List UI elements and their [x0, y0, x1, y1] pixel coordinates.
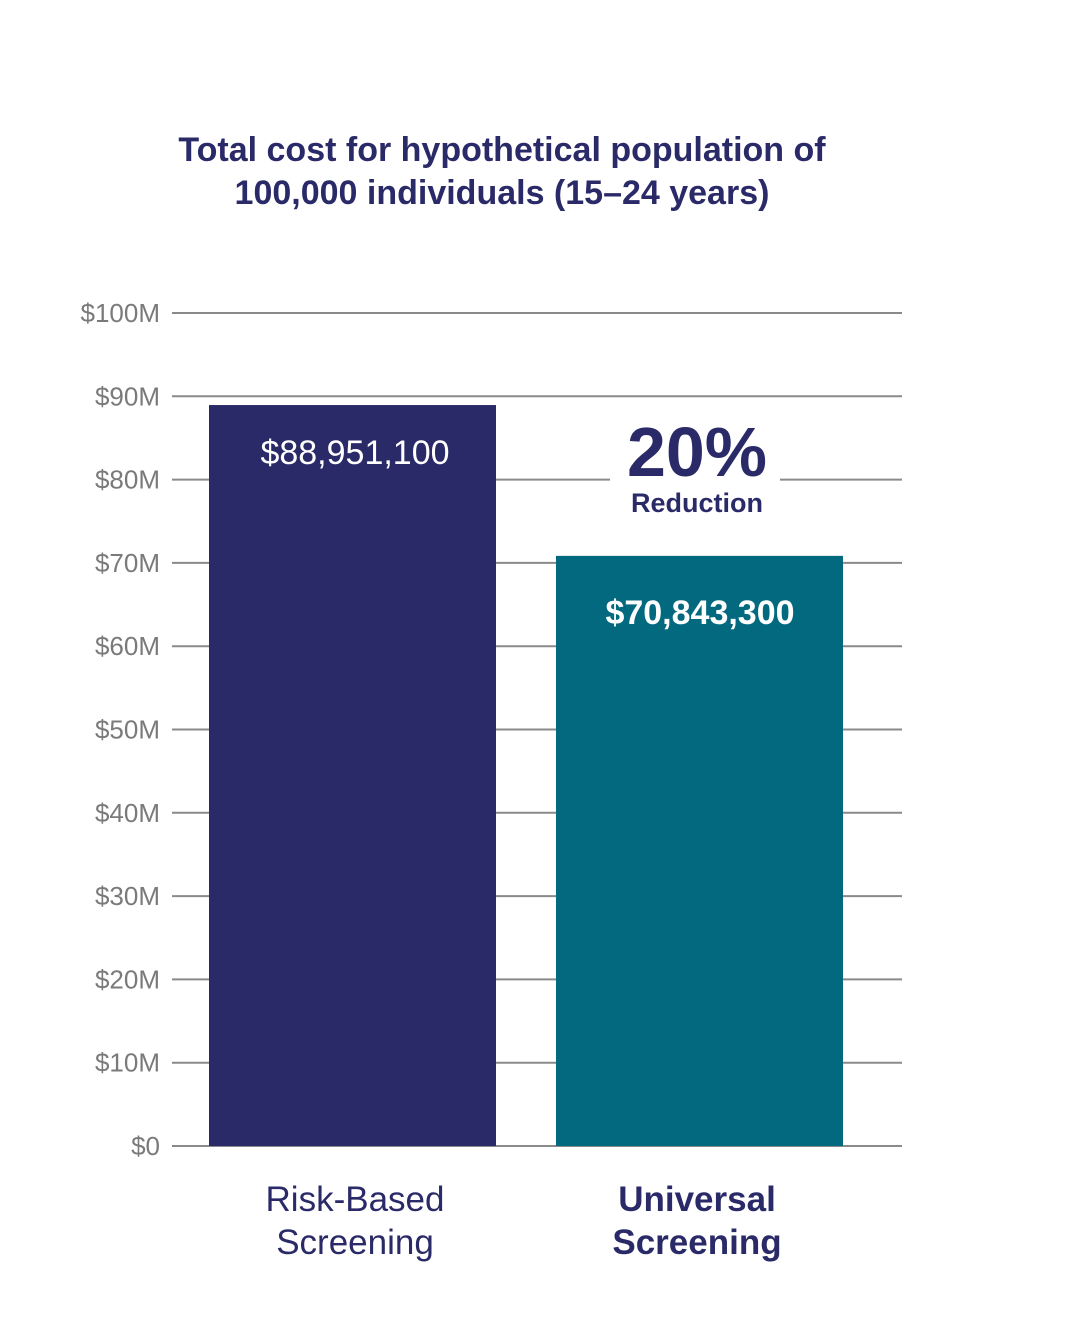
y-tick-label: $0 [131, 1131, 160, 1161]
y-tick-label: $30M [95, 881, 160, 911]
y-axis-ticks: $0 $10M $20M $30M $40M $50M $60M $70M $80M $90M $1… [81, 298, 161, 1161]
category-label-risk-based-line-1: Risk-Based [266, 1180, 445, 1219]
category-label-risk-based-line-2: Screening [276, 1223, 434, 1262]
annotation-background [610, 418, 780, 522]
data-label-risk-based: $88,951,100 [260, 434, 449, 472]
y-tick-label: $20M [95, 964, 160, 994]
chart-title-line-1: Total cost for hypothetical population o… [178, 131, 826, 169]
y-tick-label: $80M [95, 465, 160, 495]
y-tick-label: $90M [95, 381, 160, 411]
y-tick-label: $70M [95, 548, 160, 578]
category-label-universal-line-2: Screening [612, 1223, 781, 1262]
y-tick-label: $100M [81, 298, 161, 328]
annotation-percent: 20% [627, 413, 767, 491]
category-label-universal-line-1: Universal [618, 1180, 776, 1219]
y-tick-label: $40M [95, 798, 160, 828]
y-tick-label: $50M [95, 715, 160, 745]
annotation-label: Reduction [631, 488, 763, 518]
bars [209, 405, 843, 1146]
y-tick-label: $10M [95, 1048, 160, 1078]
chart-title-line-2: 100,000 individuals (15–24 years) [235, 174, 770, 212]
y-tick-label: $60M [95, 631, 160, 661]
bar-risk-based [209, 405, 496, 1146]
bar-universal [556, 555, 843, 1146]
data-labels: $88,951,100 $70,843,300 [260, 434, 794, 632]
data-label-universal: $70,843,300 [605, 594, 794, 632]
